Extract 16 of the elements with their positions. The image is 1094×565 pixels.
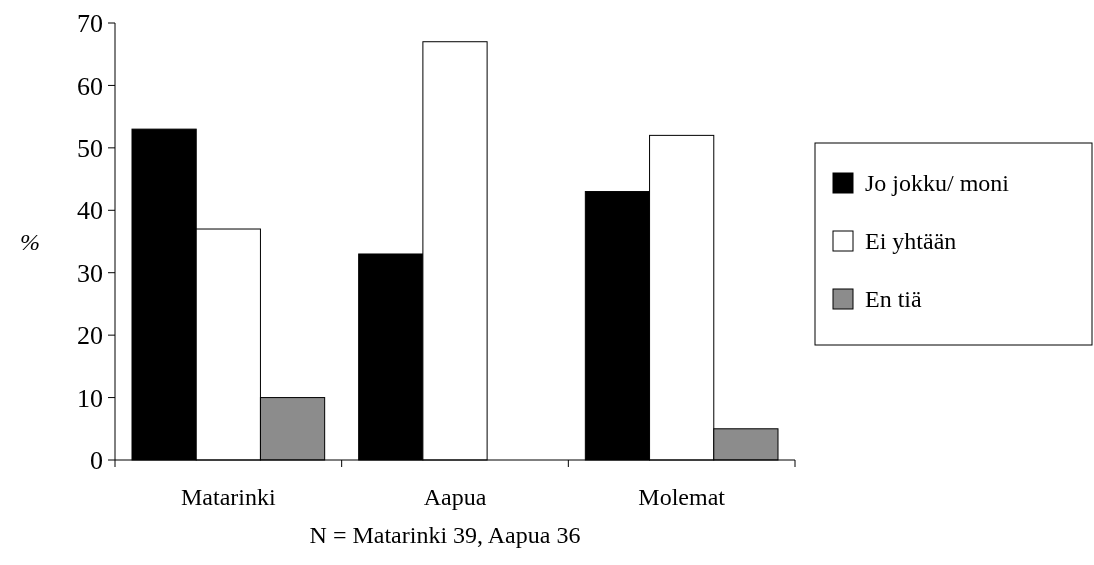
x-tick-label: Matarinki: [181, 484, 276, 510]
legend-label: Ei yhtään: [865, 228, 957, 255]
y-tick-label: 70: [77, 9, 103, 39]
y-tick-label: 50: [77, 133, 103, 163]
y-tick-label: 60: [77, 71, 103, 101]
y-tick-label: 20: [77, 321, 103, 351]
x-tick-label: Molemat: [638, 484, 726, 510]
y-tick-label: 10: [77, 383, 103, 413]
y-tick-label: 40: [77, 196, 103, 226]
y-tick-label: 0: [90, 446, 103, 476]
text: N = Matarinki 39, Aapua 36: [309, 522, 581, 548]
x-tick-label: Aapua: [423, 484, 487, 510]
y-tick-label: 30: [77, 258, 103, 288]
y-axis-title: %: [20, 228, 40, 255]
legend-label: En tiä: [865, 286, 922, 313]
legend-label: Jo jokku/ moni: [865, 170, 1010, 197]
